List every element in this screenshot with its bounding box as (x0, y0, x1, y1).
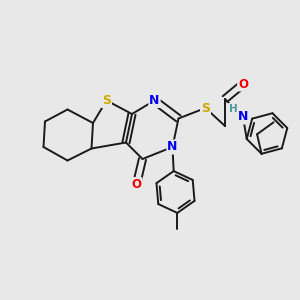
Text: S: S (102, 94, 111, 107)
Text: H: H (229, 103, 238, 114)
Text: O: O (131, 178, 142, 191)
Text: O: O (238, 77, 248, 91)
Text: N: N (149, 94, 160, 107)
Text: N: N (238, 110, 248, 124)
Text: S: S (201, 101, 210, 115)
Text: N: N (167, 140, 178, 154)
